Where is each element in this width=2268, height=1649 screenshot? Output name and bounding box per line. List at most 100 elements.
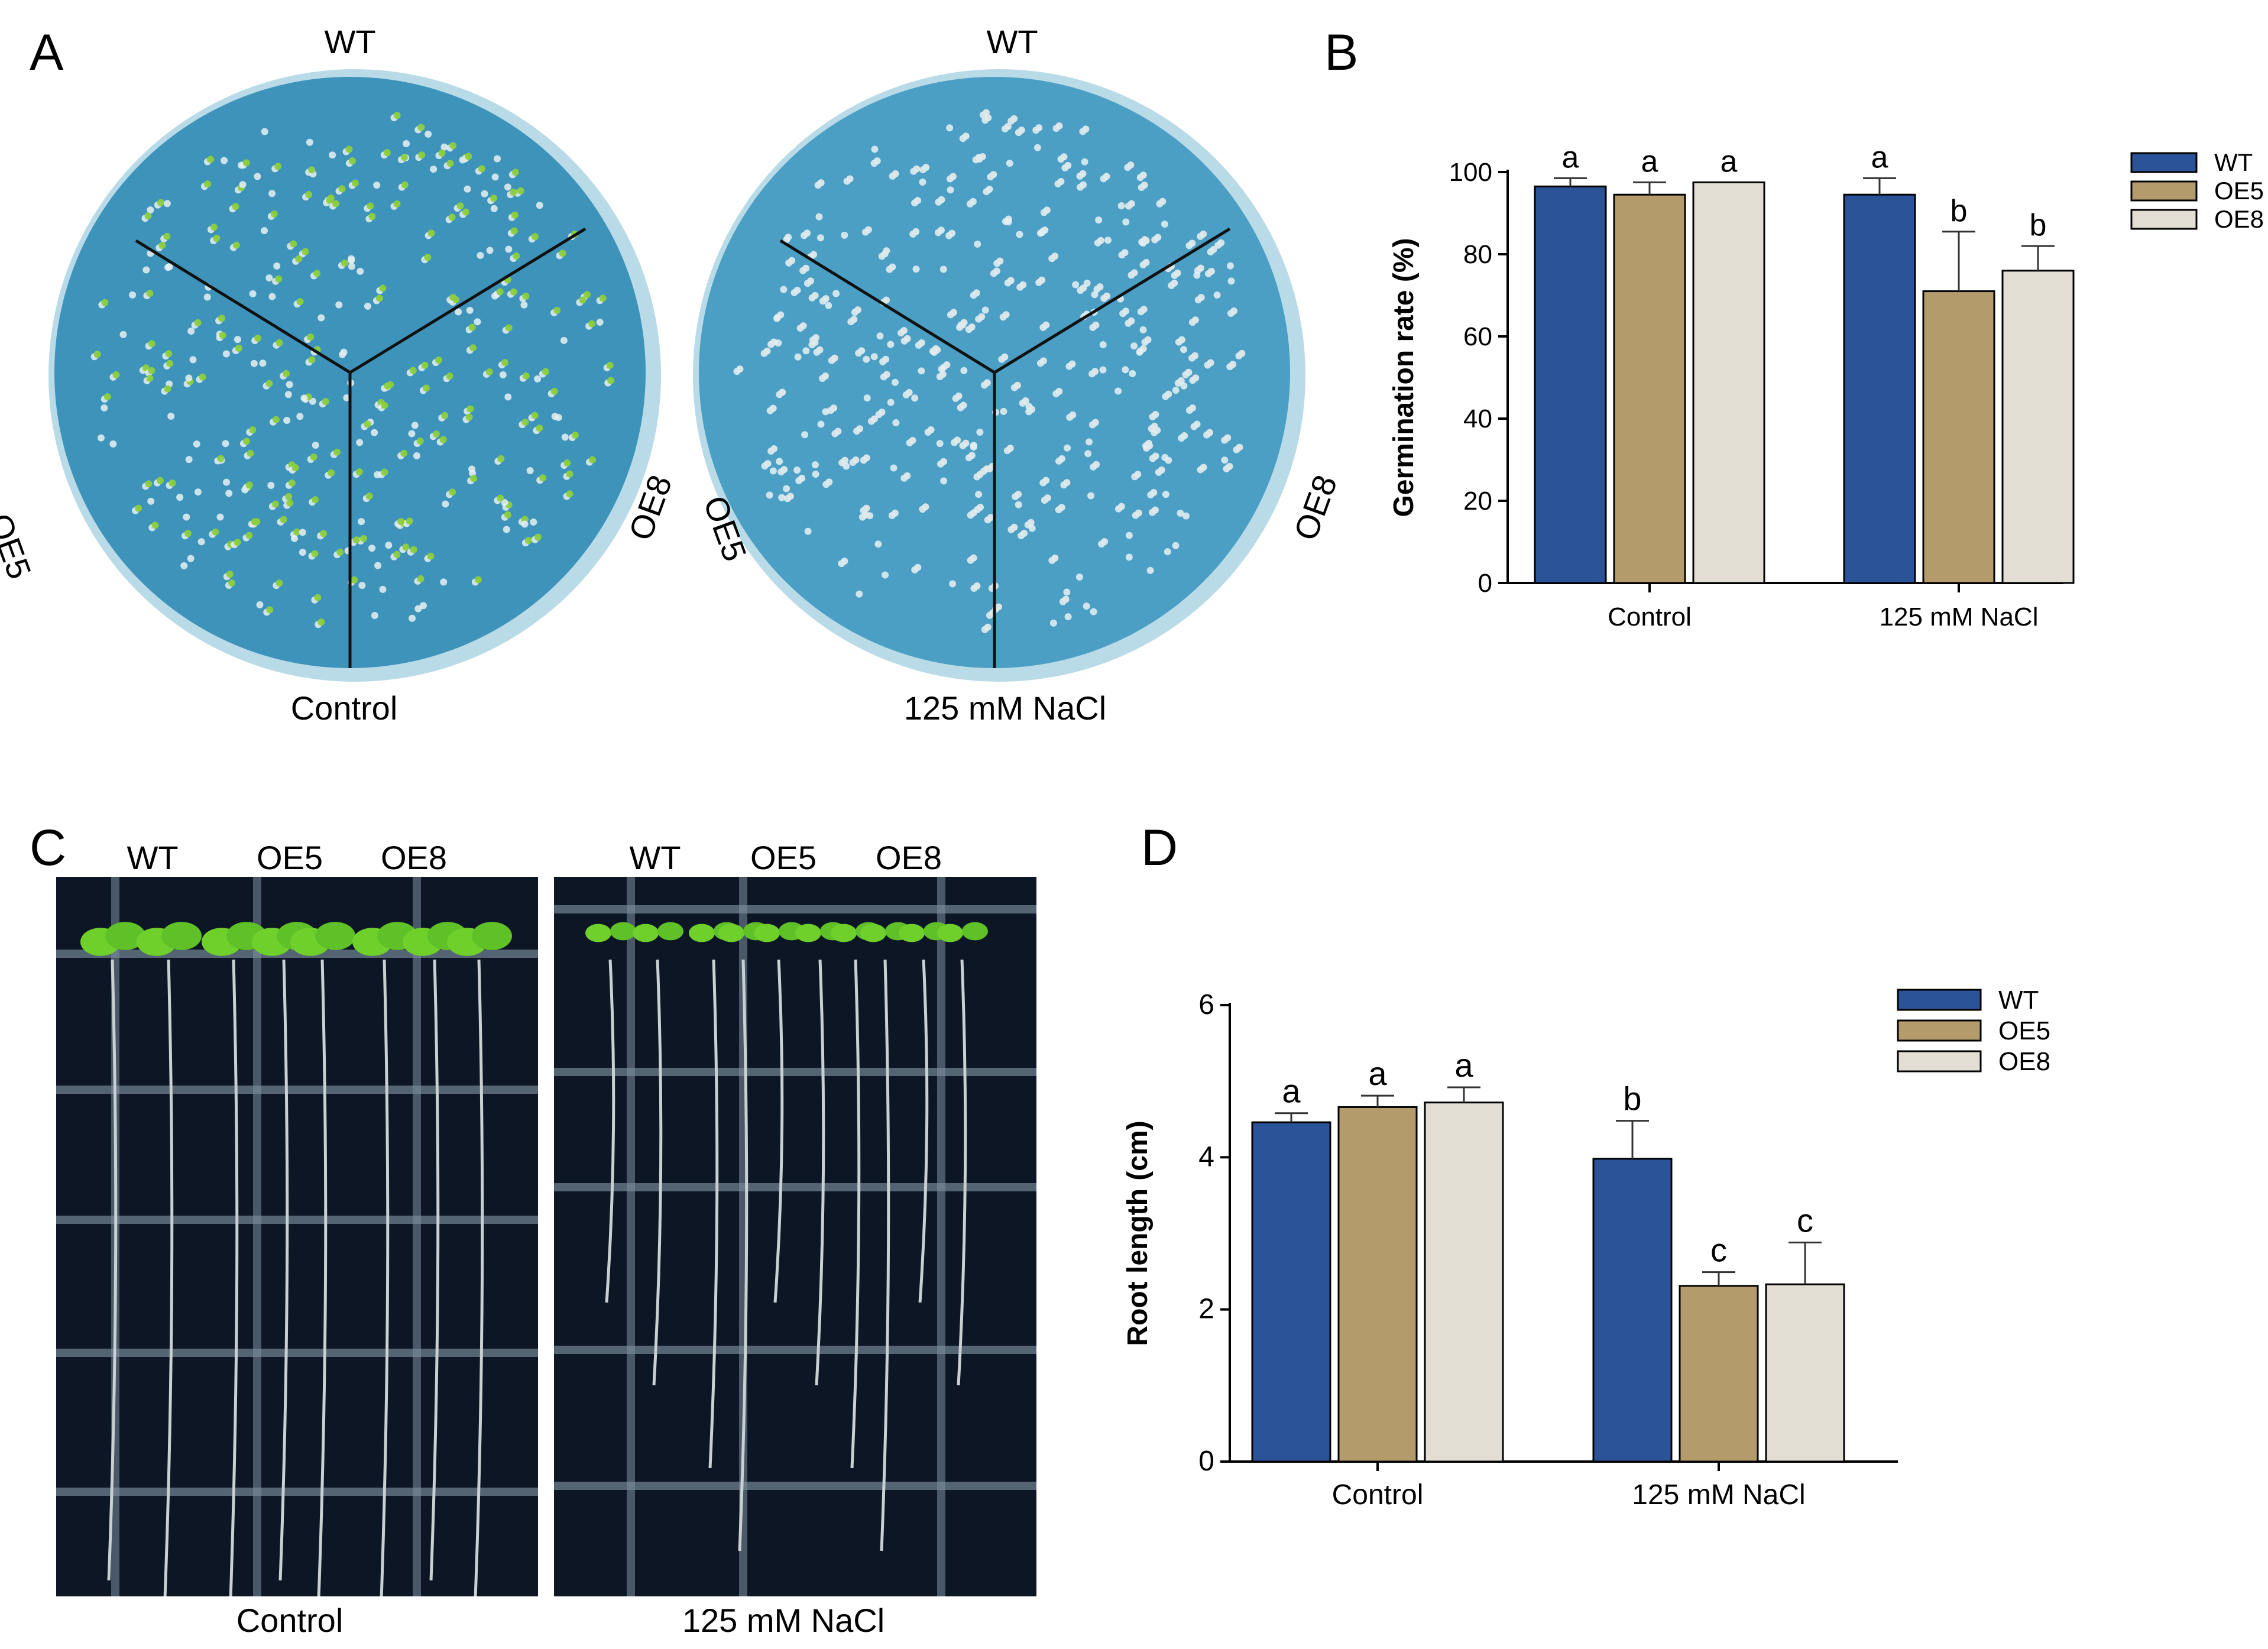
seedling	[109, 440, 117, 448]
seedling-leaf	[986, 186, 993, 193]
cotyledon	[899, 924, 925, 942]
seedling	[1091, 291, 1099, 299]
seedling-leaf	[841, 456, 849, 464]
seedling-leaf	[973, 289, 980, 297]
seedling-leaf	[286, 499, 294, 507]
seedling-leaf	[763, 347, 771, 355]
seedling	[555, 414, 562, 422]
seedling	[785, 234, 792, 241]
seedling-leaf	[145, 480, 153, 488]
y-tick-label: 80	[1463, 240, 1492, 269]
seedling	[1083, 602, 1090, 610]
seedling-leaf	[469, 344, 477, 352]
seedling-leaf	[937, 226, 945, 234]
seedling-leaf	[864, 226, 872, 234]
seedling-leaf	[831, 354, 838, 362]
seedling-photo-nacl	[554, 877, 1036, 1596]
seedling-leaf	[1122, 307, 1130, 315]
seedling	[254, 173, 261, 180]
legend-label: OE5	[2214, 177, 2264, 205]
seedling-leaf	[235, 345, 242, 352]
seedling	[832, 290, 840, 297]
seedling	[299, 529, 306, 536]
seedling	[490, 205, 498, 212]
seedling	[468, 465, 476, 473]
seedling-leaf	[163, 232, 171, 240]
seedling-leaf	[852, 456, 860, 464]
seedling-leaf	[446, 372, 453, 380]
seedling	[1072, 281, 1080, 289]
legend-swatch-oe5	[1897, 1019, 1982, 1042]
seedling-leaf	[1154, 234, 1162, 241]
seedling-leaf	[531, 233, 539, 241]
root	[738, 959, 749, 1551]
seedling-leaf	[416, 437, 424, 445]
seedling	[1165, 456, 1172, 464]
seedling-leaf	[272, 416, 280, 423]
seedling-leaf	[939, 458, 947, 465]
panel-letter-d: D	[1141, 819, 1178, 876]
seedling-leaf	[478, 165, 485, 173]
seedling	[481, 190, 488, 197]
seedling-leaf	[1035, 124, 1043, 132]
seedling-leaf	[310, 453, 317, 461]
seedling-leaf	[341, 260, 348, 267]
seedling	[185, 456, 193, 464]
seedling-leaf	[314, 594, 322, 601]
seedling-leaf	[1060, 153, 1068, 161]
seedling-leaf	[254, 335, 262, 342]
seedling	[335, 301, 343, 309]
seedling-leaf	[1101, 538, 1109, 546]
seedling	[1122, 366, 1129, 374]
y-axis-label: Root length (cm)	[1122, 1120, 1154, 1346]
seedling-leaf	[1230, 307, 1237, 315]
legend-label: OE5	[1998, 1016, 2050, 1045]
seedling-leaf	[456, 202, 464, 210]
cotyledon	[105, 922, 145, 950]
seedling-leaf	[811, 291, 819, 299]
seedling-leaf	[271, 500, 279, 508]
seedling	[1125, 553, 1133, 561]
seedling-leaf	[522, 372, 530, 380]
root	[107, 959, 118, 1581]
cotyledon	[860, 924, 886, 942]
seedling-leaf	[146, 290, 154, 297]
seedling-leaf	[559, 250, 566, 257]
seedling	[783, 485, 790, 493]
seedling-leaf	[882, 355, 890, 363]
seedling-leaf	[1142, 237, 1150, 245]
y-tick-label: 0	[1198, 1446, 1214, 1477]
significance-letter: a	[1562, 140, 1579, 174]
seedling-leaf	[245, 532, 253, 539]
seedling-leaf	[359, 534, 367, 542]
seedling-leaf	[858, 347, 866, 355]
seedling-leaf	[1064, 161, 1072, 169]
seedling-leaf	[1018, 127, 1025, 134]
seedling-leaf	[913, 165, 921, 173]
y-tick-label: 20	[1463, 487, 1492, 516]
seedling-leaf	[462, 208, 470, 216]
seedling-leaf	[148, 367, 155, 374]
seedling-leaf	[234, 539, 241, 546]
seedling-leaf	[1159, 197, 1167, 205]
seedling-leaf	[101, 299, 109, 306]
seedling-leaf	[320, 530, 328, 537]
photo-nacl-label-oe5: OE5	[750, 839, 817, 876]
bar-oe8	[2001, 270, 2075, 584]
seedling	[1005, 218, 1012, 226]
seedling-leaf	[1039, 357, 1047, 365]
seedling	[856, 590, 863, 598]
seedling-leaf	[816, 346, 824, 354]
seedling-leaf	[914, 197, 922, 205]
seedling-leaf	[251, 518, 258, 526]
seedling-leaf	[232, 241, 240, 249]
seedling-leaf	[1210, 246, 1217, 254]
seedling-leaf	[397, 517, 405, 525]
seedling	[802, 347, 810, 355]
germination-rate-chart: 0 20 40 60 80 100 Germination rate (%) a a a Contr…	[1388, 140, 2264, 631]
seedling-leaf	[276, 339, 283, 346]
seedling	[442, 500, 449, 508]
seedling-leaf	[135, 504, 142, 512]
seedling-leaf	[485, 368, 493, 375]
seedling-leaf	[1197, 294, 1205, 302]
